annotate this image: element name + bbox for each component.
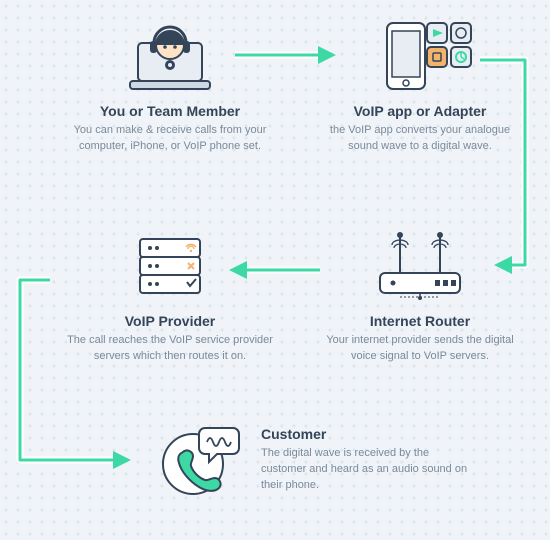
node-customer: Customer The digital wave is received by… bbox=[155, 420, 495, 500]
node-desc: You can make & receive calls from your c… bbox=[55, 123, 285, 155]
phone-apps-icon bbox=[365, 15, 475, 95]
laptop-user-icon bbox=[115, 15, 225, 95]
node-desc: The digital wave is received by the cust… bbox=[261, 446, 495, 494]
node-app: VoIP app or Adapter the VoIP app convert… bbox=[305, 15, 535, 155]
node-desc: The call reaches the VoIP service provid… bbox=[55, 333, 285, 365]
node-router: Internet Router Your internet provider s… bbox=[305, 225, 535, 365]
node-title: VoIP Provider bbox=[55, 313, 285, 329]
node-title: Internet Router bbox=[305, 313, 535, 329]
node-provider: VoIP Provider The call reaches the VoIP … bbox=[55, 225, 285, 365]
node-user: You or Team Member You can make & receiv… bbox=[55, 15, 285, 155]
servers-icon bbox=[115, 225, 225, 305]
node-desc: the VoIP app converts your analogue soun… bbox=[305, 123, 535, 155]
phone-wave-icon bbox=[155, 420, 245, 500]
node-title: You or Team Member bbox=[55, 103, 285, 119]
node-title: VoIP app or Adapter bbox=[305, 103, 535, 119]
node-title: Customer bbox=[261, 426, 495, 442]
node-desc: Your internet provider sends the digital… bbox=[305, 333, 535, 365]
router-icon bbox=[365, 225, 475, 305]
